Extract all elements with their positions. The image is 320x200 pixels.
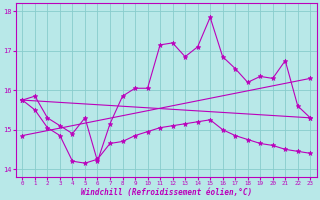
X-axis label: Windchill (Refroidissement éolien,°C): Windchill (Refroidissement éolien,°C): [81, 188, 252, 197]
